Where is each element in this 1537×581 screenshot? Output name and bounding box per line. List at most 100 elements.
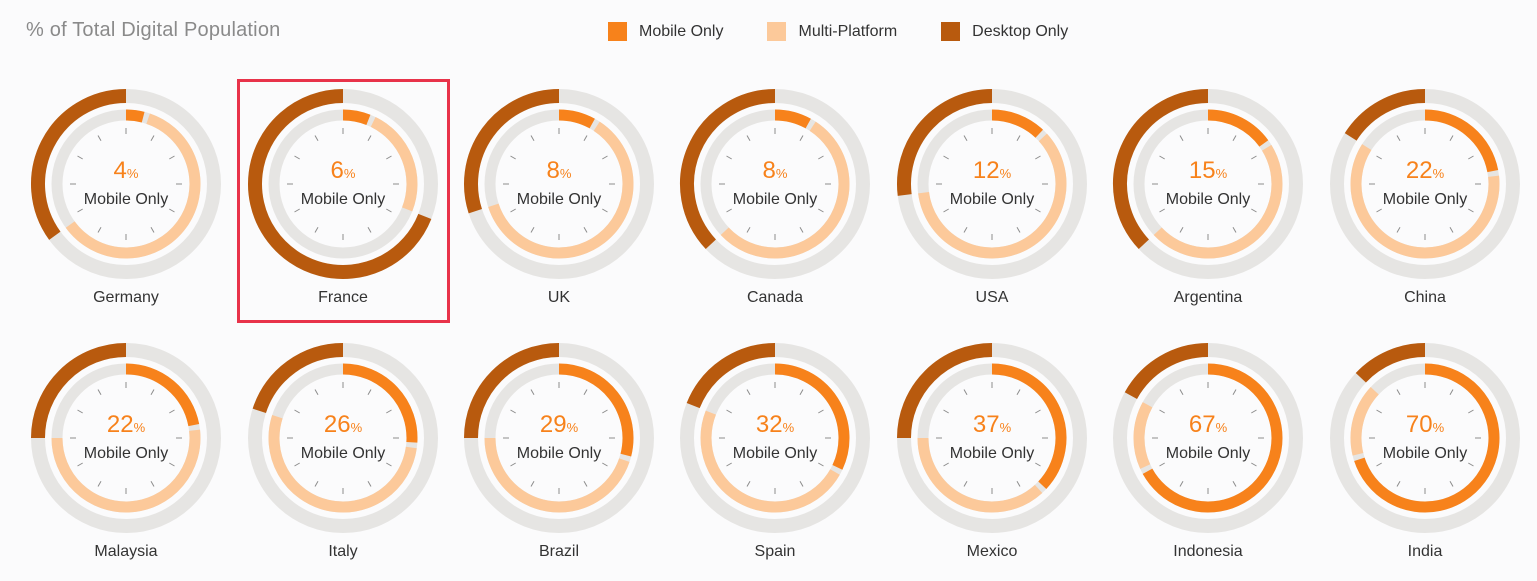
country-label: Indonesia <box>1173 543 1242 560</box>
tick-mark <box>1251 208 1257 213</box>
donut-mexico: 37% Mobile Only Mexico <box>897 343 1087 560</box>
country-label: Canada <box>747 289 803 306</box>
tick-mark <box>602 409 608 414</box>
center-label: Mobile Only <box>1166 445 1250 462</box>
country-label: Germany <box>93 289 159 306</box>
percent-sign: % <box>1216 166 1228 181</box>
mobile-percent-value: 22% <box>107 411 146 438</box>
percent-number: 12 <box>973 157 1000 184</box>
percent-number: 8 <box>763 157 776 184</box>
country-label: Mexico <box>967 543 1018 560</box>
tick-mark <box>726 409 732 414</box>
tick-mark <box>602 155 608 160</box>
center-label: Mobile Only <box>517 445 601 462</box>
desktop-arc <box>248 89 432 279</box>
mobile-arc <box>1142 363 1283 513</box>
tick-mark <box>1016 227 1021 233</box>
percent-sign: % <box>127 166 139 181</box>
donut-germany: 4% Mobile Only Germany <box>31 89 221 306</box>
percent-number: 32 <box>756 411 783 438</box>
percent-number: 67 <box>1189 411 1216 438</box>
mobile-percent-value: 4% <box>114 157 139 184</box>
desktop-arc <box>897 89 993 196</box>
legend-swatch-multi-platform <box>767 22 787 41</box>
percent-sign: % <box>1000 166 1012 181</box>
legend-swatch-desktop-only <box>941 22 961 41</box>
desktop-arc <box>680 89 776 250</box>
legend: Mobile Only Multi-Platform Desktop Only <box>608 22 1112 41</box>
tick-mark <box>943 409 949 414</box>
tick-mark <box>818 409 824 414</box>
tick-mark <box>1449 135 1454 141</box>
tick-mark <box>1159 155 1165 160</box>
center-label: Mobile Only <box>517 191 601 208</box>
tick-mark <box>1016 389 1021 395</box>
percent-sign: % <box>776 166 788 181</box>
country-label: Brazil <box>539 543 579 560</box>
mobile-percent-value: 29% <box>540 411 579 438</box>
country-label: Italy <box>328 543 357 560</box>
mobile-percent-value: 12% <box>973 157 1012 184</box>
legend-item-multi-platform[interactable]: Multi-Platform <box>767 22 897 41</box>
tick-mark <box>386 409 392 414</box>
tick-mark <box>1232 389 1237 395</box>
mobile-arc <box>342 109 371 126</box>
tick-mark <box>150 135 155 141</box>
tick-mark <box>314 481 319 487</box>
donut-spain: 32% Mobile Only Spain <box>680 343 870 560</box>
country-label: UK <box>548 289 571 306</box>
tick-mark <box>1232 227 1237 233</box>
mobile-arc <box>558 109 595 129</box>
mobile-percent-value: 37% <box>973 411 1012 438</box>
tick-mark <box>963 481 968 487</box>
tick-mark <box>963 227 968 233</box>
tick-mark <box>602 208 608 213</box>
tick-mark <box>1159 208 1165 213</box>
tick-mark <box>818 208 824 213</box>
percent-sign: % <box>351 420 363 435</box>
percent-number: 29 <box>540 411 567 438</box>
tick-mark <box>943 155 949 160</box>
tick-mark <box>943 208 949 213</box>
tick-mark <box>1035 208 1041 213</box>
desktop-arc <box>31 343 127 439</box>
legend-item-desktop-only[interactable]: Desktop Only <box>941 22 1068 41</box>
tick-mark <box>314 389 319 395</box>
tick-mark <box>169 155 175 160</box>
tick-mark <box>386 462 392 467</box>
tick-mark <box>169 462 175 467</box>
multi-platform-arc <box>268 414 417 513</box>
tick-mark <box>1396 481 1401 487</box>
tick-mark <box>799 389 804 395</box>
tick-mark <box>1396 389 1401 395</box>
mobile-percent-value: 70% <box>1406 411 1445 438</box>
percent-number: 70 <box>1406 411 1433 438</box>
tick-mark <box>314 135 319 141</box>
tick-mark <box>1449 389 1454 395</box>
tick-mark <box>1251 409 1257 414</box>
tick-mark <box>510 208 516 213</box>
mobile-percent-value: 22% <box>1406 157 1445 184</box>
tick-mark <box>943 462 949 467</box>
tick-mark <box>1159 409 1165 414</box>
tick-mark <box>726 208 732 213</box>
multi-platform-arc <box>917 437 1043 513</box>
tick-mark <box>746 389 751 395</box>
country-label: Argentina <box>1174 289 1243 306</box>
percent-number: 37 <box>973 411 1000 438</box>
legend-item-mobile-only[interactable]: Mobile Only <box>608 22 723 41</box>
tick-mark <box>530 481 535 487</box>
tick-mark <box>1468 208 1474 213</box>
mobile-arc <box>1354 363 1500 513</box>
desktop-arc <box>31 89 127 240</box>
donut-china: 22% Mobile Only China <box>1330 89 1520 306</box>
country-label: India <box>1408 543 1443 560</box>
tick-mark <box>602 462 608 467</box>
tick-mark <box>799 481 804 487</box>
multi-platform-arc <box>488 121 634 259</box>
country-label: Malaysia <box>94 543 157 560</box>
tick-mark <box>1159 462 1165 467</box>
tick-mark <box>799 227 804 233</box>
mobile-arc <box>558 363 634 457</box>
